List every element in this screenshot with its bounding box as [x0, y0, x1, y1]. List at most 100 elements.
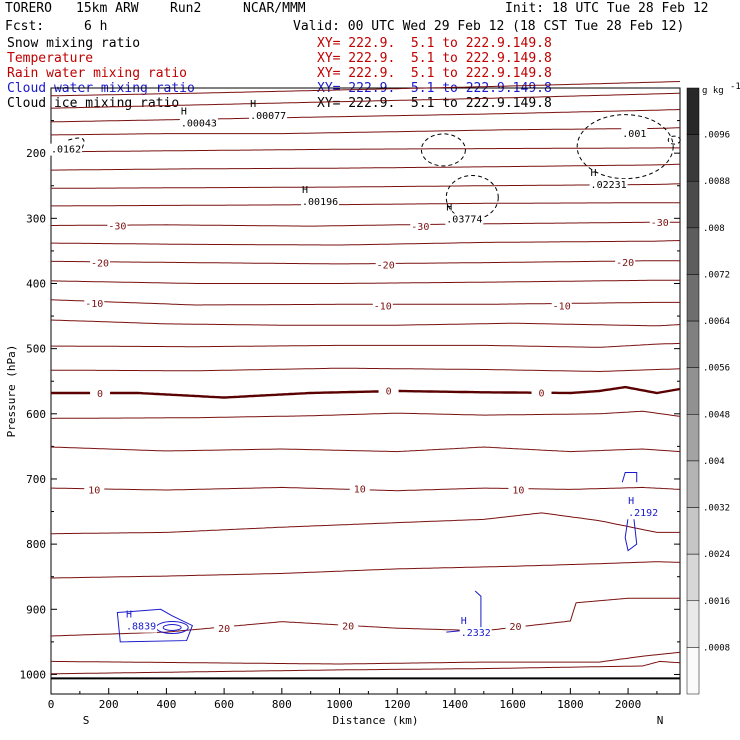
colorbar-segment	[686, 507, 700, 555]
header-source: NCAR/MMM	[243, 1, 306, 16]
contour-max-value: .02231	[591, 180, 627, 191]
colorbar-tick-label: .0056	[703, 364, 730, 374]
contour-max-value: .2332	[461, 628, 491, 639]
isotherm-label-bg	[372, 299, 393, 312]
temperature-isotherm	[51, 163, 681, 171]
isotherm-label-bg	[375, 258, 396, 271]
isotherm-label: 0	[97, 389, 103, 400]
colorbar-segment	[686, 600, 700, 648]
isotherm-label: -20	[616, 258, 634, 269]
isotherm-label-bg	[349, 482, 370, 495]
contour-max-value: .0162	[51, 145, 81, 156]
x-end-right-label: N	[657, 714, 664, 727]
cloud-ice-contour	[667, 135, 681, 145]
contour-max-value-bg	[445, 213, 484, 226]
x-axis-label: Distance (km)	[332, 714, 418, 727]
isotherm-label: 0	[386, 386, 392, 397]
temperature-isotherm	[50, 342, 681, 348]
y-tick-label: 800	[26, 538, 46, 551]
y-tick-label: 1000	[20, 668, 47, 681]
isotherm-label-bg	[410, 220, 431, 233]
header-run: Run2	[170, 1, 202, 16]
isotherm-label: -10	[553, 302, 571, 313]
colorbar-segment	[686, 227, 700, 275]
isotherm-label: 10	[88, 485, 100, 496]
colorbar-segment	[686, 320, 700, 368]
cloud-ice-contour	[420, 133, 466, 167]
x-tick-label: 1200	[384, 698, 411, 711]
contour-max-h: H	[181, 107, 187, 118]
contour-max-h: H	[446, 202, 452, 213]
temperature-isotherm	[50, 319, 681, 327]
colorbar-tick-label: .0048	[703, 410, 730, 420]
colorbar-segment	[686, 414, 700, 462]
temperature-isotherm	[51, 202, 680, 207]
temperature-isotherm	[51, 561, 681, 579]
isotherm-label-bg	[338, 619, 359, 632]
colorbar-segment	[686, 180, 700, 229]
contour-max-value-bg	[301, 195, 340, 208]
x-tick-label: 800	[272, 698, 292, 711]
isotherm-label: -20	[91, 259, 109, 270]
legend-field-name: Snow mixing ratio	[7, 36, 141, 51]
isotherm-label-bg	[90, 256, 111, 269]
colorbar-tick-label: .0072	[703, 270, 730, 280]
header-fcst-label: Fcst:	[5, 19, 45, 34]
contour-max-h: H	[250, 99, 256, 110]
legend-xy-range: XY= 222.9. 5.1 to 222.9.149.8	[317, 36, 552, 51]
contour-max-value: .2192	[628, 508, 658, 519]
contour-max-value: .00043	[181, 119, 217, 130]
temperature-isotherm	[50, 92, 681, 109]
isotherm-label-bg	[107, 219, 128, 232]
y-tick-label: 600	[26, 408, 46, 421]
contour-max-value-bg	[50, 143, 82, 156]
contour-max-value-bg	[627, 507, 660, 520]
temperature-isotherm	[51, 240, 681, 246]
contour-max-h: H	[126, 610, 132, 621]
colorbar-tick-label: .0024	[703, 550, 730, 560]
colorbar-tick-label: .0008	[703, 643, 730, 653]
isotherm-label: 20	[218, 624, 230, 635]
isotherm-label-bg	[84, 297, 105, 310]
header-valid: Valid: 00 UTC Wed 29 Feb 12 (18 CST Tue …	[293, 19, 685, 34]
contour-max-h: H	[591, 168, 597, 179]
y-tick-label: 200	[26, 147, 46, 160]
x-tick-label: 600	[214, 698, 234, 711]
cloud-water-contour	[162, 624, 182, 632]
legend-field-name: Temperature	[7, 51, 94, 66]
colorbar-segment	[686, 367, 700, 415]
cloud-ice-contour	[445, 174, 499, 220]
colorbar-segment	[686, 460, 700, 508]
isotherm-label-bg	[531, 386, 552, 399]
contour-max-value-bg	[589, 178, 628, 191]
isotherm-label: -30	[651, 218, 669, 229]
legend-xy-range: XY= 222.9. 5.1 to 222.9.149.8	[317, 51, 552, 66]
temperature-isotherm	[50, 260, 680, 265]
x-tick-label: 1600	[499, 698, 526, 711]
y-tick-label: 900	[26, 603, 46, 616]
colorbar-tick-label: .0032	[703, 504, 730, 514]
cloud-ice-contour	[576, 114, 674, 180]
isotherm-label: 0	[538, 388, 544, 399]
contour-max-h: H	[461, 616, 467, 627]
temperature-isotherm	[51, 221, 680, 227]
temperature-isotherm	[51, 660, 681, 675]
contour-max-h: H	[628, 496, 634, 507]
isotherm-label-bg	[84, 483, 105, 496]
isotherm-label-bg	[508, 483, 529, 496]
contour-max-h: H	[302, 185, 308, 196]
header-fcst-value: 6 h	[84, 19, 108, 34]
contour-max-value-bg	[179, 117, 218, 130]
isotherm-label: -30	[108, 221, 126, 232]
isotherm-label-bg	[378, 384, 399, 397]
isotherm-label: 10	[512, 485, 524, 496]
temperature-isotherm	[51, 81, 681, 97]
temperature-isotherm	[51, 279, 680, 284]
temperature-isotherm	[50, 109, 681, 123]
isotherm-label: 20	[342, 622, 354, 633]
legend-field-name: Rain water mixing ratio	[7, 66, 188, 81]
x-tick-label: 1400	[442, 698, 469, 711]
isotherm-label: 20	[510, 622, 522, 633]
isotherm-label-bg	[214, 622, 235, 635]
x-tick-label: 2000	[615, 698, 642, 711]
